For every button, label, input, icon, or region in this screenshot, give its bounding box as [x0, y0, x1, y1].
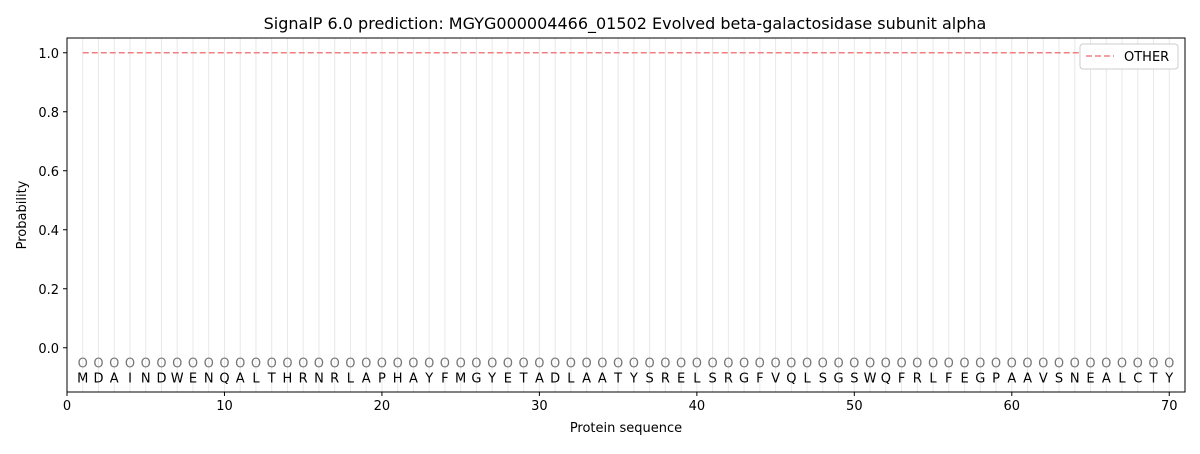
residue-label: L [693, 371, 701, 386]
predicted-labels: OOOOOOOOOOOOOOOOOOOOOOOOOOOOOOOOOOOOOOOO… [78, 357, 1175, 372]
residue-label: G [975, 371, 985, 386]
x-tick-label: 70 [1161, 399, 1178, 414]
x-tick-label: 30 [531, 399, 548, 414]
residue-label: I [128, 371, 132, 386]
residue-label: S [819, 371, 827, 386]
residue-label: A [1102, 371, 1111, 386]
residue-label: E [1086, 371, 1094, 386]
residue-label: L [803, 371, 811, 386]
residue-label: Y [424, 371, 433, 386]
residue-label: S [708, 371, 716, 386]
residue-label: E [677, 371, 685, 386]
residue-label: A [1023, 371, 1032, 386]
y-tick-label: 1.0 [38, 47, 59, 62]
residue-label: A [582, 371, 591, 386]
residue-label: W [171, 371, 184, 386]
y-tick-label: 0.2 [38, 283, 59, 298]
residue-label: H [283, 371, 293, 386]
residue-label: R [299, 371, 308, 386]
residue-label: F [756, 371, 763, 386]
y-tick-label: 0.4 [38, 224, 59, 239]
y-tick-label: 0.6 [38, 165, 59, 180]
residue-label: N [141, 371, 151, 386]
x-tick-label: 50 [846, 399, 863, 414]
x-tick-label: 0 [63, 399, 71, 414]
residue-label: A [598, 371, 607, 386]
residue-label: G [739, 371, 749, 386]
residue-label: R [913, 371, 922, 386]
residue-label: V [1039, 371, 1048, 386]
y-tick-label: 0.0 [38, 342, 59, 357]
residue-label: L [252, 371, 260, 386]
residue-label: F [945, 371, 952, 386]
residue-label: F [441, 371, 448, 386]
residue-label: D [156, 371, 166, 386]
residue-label: Y [487, 371, 496, 386]
residue-label: L [1118, 371, 1126, 386]
plot-frame [66, 37, 1186, 393]
residue-label: E [960, 371, 968, 386]
residue-label: Y [1164, 371, 1173, 386]
x-tick-label: 60 [1004, 399, 1021, 414]
y-axis-label: Probability [15, 180, 30, 249]
x-axis-label: Protein sequence [570, 421, 682, 436]
residue-label: V [771, 371, 780, 386]
residue-label: H [393, 371, 403, 386]
residue-label: G [834, 371, 844, 386]
residue-label: P [992, 371, 1000, 386]
residue-label: D [93, 371, 103, 386]
residue-label: E [504, 371, 512, 386]
residue-label: S [1055, 371, 1063, 386]
residue-label: D [550, 371, 560, 386]
y-tick-label: 0.8 [38, 106, 59, 121]
residue-label: R [661, 371, 670, 386]
residue-label: T [1149, 371, 1158, 386]
residue-label: T [519, 371, 528, 386]
residue-label: M [77, 371, 88, 386]
residue-label: N [204, 371, 214, 386]
residue-label: L [347, 371, 355, 386]
residue-label: F [898, 371, 905, 386]
residue-label: A [362, 371, 371, 386]
legend-box [1079, 43, 1179, 70]
residue-label: T [613, 371, 622, 386]
residue-label: Q [219, 371, 229, 386]
legend-label-other: OTHER [1124, 50, 1169, 65]
residue-label: Q [881, 371, 891, 386]
residue-label: A [409, 371, 418, 386]
residue-label: A [535, 371, 544, 386]
x-tick-label: 40 [689, 399, 706, 414]
residue-label: W [864, 371, 877, 386]
residue-label: C [1133, 371, 1142, 386]
residue-label: T [267, 371, 276, 386]
x-tick-label: 20 [374, 399, 391, 414]
residue-label: M [455, 371, 466, 386]
residue-label: G [471, 371, 481, 386]
x-tick-label: 10 [216, 399, 233, 414]
residue-label: Y [629, 371, 638, 386]
chart-title: SignalP 6.0 prediction: MGYG000004466_01… [264, 14, 987, 34]
legend: OTHER [1079, 43, 1179, 70]
residue-label: R [724, 371, 733, 386]
residue-label: S [850, 371, 858, 386]
residue-label: A [110, 371, 119, 386]
residue-label: P [378, 371, 386, 386]
residue-label: A [1007, 371, 1016, 386]
residue-label: L [929, 371, 937, 386]
residue-label: E [189, 371, 197, 386]
residue-label: N [1070, 371, 1080, 386]
residue-label: R [330, 371, 339, 386]
residue-label: N [314, 371, 324, 386]
residue-label: L [567, 371, 575, 386]
residue-label: A [236, 371, 245, 386]
residue-label: Q [786, 371, 796, 386]
residue-label: S [645, 371, 653, 386]
